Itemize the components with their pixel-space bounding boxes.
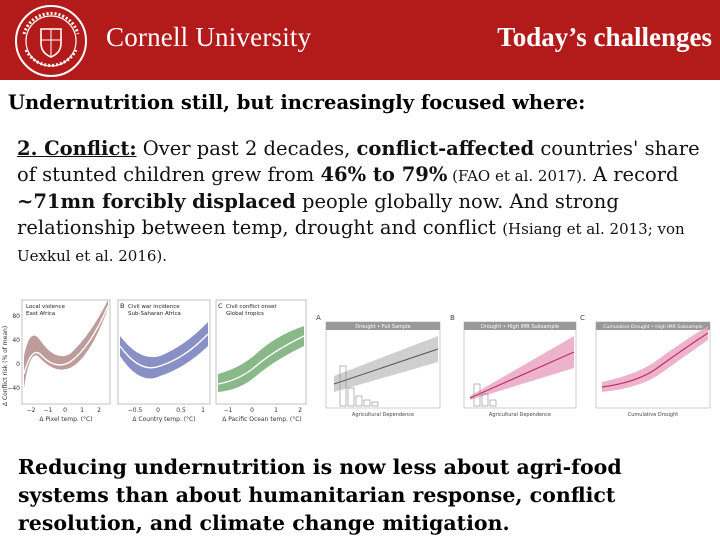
- panel-title: Drought • High IMR Subsample: [481, 324, 559, 330]
- figures-strip: Δ Conflict risk (% of mean) 80 40 0 −40 …: [2, 299, 711, 423]
- conclusion-text: Reducing undernutrition is now less abou…: [18, 455, 622, 535]
- x-axis-label: Δ Pacific Ocean temp. (°C): [222, 416, 301, 423]
- citation-fao: (FAO et al. 2017).: [447, 167, 587, 185]
- panel-letter: B: [120, 302, 124, 310]
- para-text-2: countries' share of stunted children gre…: [17, 137, 700, 186]
- panel-subtitle: East Africa: [26, 311, 55, 317]
- header-bar: Cornell University Today’s challenges: [0, 0, 720, 80]
- panel-letter: C: [580, 314, 585, 322]
- para-bold-3: ~71mn forcibly displaced: [17, 190, 296, 213]
- item-label: Conflict:: [44, 137, 137, 160]
- panel-title: Cumulative Drought • High IMR Subsample: [603, 324, 703, 330]
- panel-civil-war-incidence: B Civil war incidence Sub-Saharan Africa…: [117, 299, 211, 423]
- cornell-seal-logo: [15, 5, 87, 77]
- citation-hsiang: (Hsiang et al. 2013; von Uexkul et al. 2…: [17, 220, 685, 265]
- slide-subtitle: Undernutrition still, but increasingly f…: [8, 91, 586, 114]
- x-axis-label: Agricultural Dependence: [352, 412, 414, 418]
- x-tick-label: 1: [80, 407, 84, 414]
- x-tick-label: −2: [27, 407, 36, 414]
- x-tick-label: 2: [298, 407, 302, 414]
- panel-title: Civil conflict onset: [226, 304, 277, 310]
- x-axis-label: Cumulative Drought: [628, 412, 678, 418]
- x-tick-label: 0: [63, 407, 67, 414]
- panel-drought-high-imr: B Drought • High IMR Subsample Agricultu…: [450, 314, 577, 418]
- panel-subtitle: Sub-Saharan Africa: [128, 311, 181, 317]
- item-number: 2.: [17, 137, 38, 160]
- conflict-risk-figure: Δ Conflict risk (% of mean) 80 40 0 −40 …: [2, 299, 307, 423]
- slide-title: Today’s challenges: [497, 22, 712, 52]
- para-text-3: A record: [586, 163, 679, 186]
- panel-local-violence: Local violence East Africa −2 −1 0 1 2 Δ…: [21, 299, 111, 423]
- panel-letter: A: [316, 314, 321, 322]
- conflict-paragraph: 2. Conflict: Over past 2 decades, confli…: [17, 136, 707, 269]
- x-tick-label: 1: [274, 407, 278, 414]
- x-tick-label: −1: [44, 407, 53, 414]
- para-bold-2: 46% to 79%: [320, 163, 448, 186]
- para-text-4: people globally now. And strong relation…: [17, 190, 619, 239]
- panel-title: Civil war incidence: [128, 304, 180, 310]
- para-text-1: Over past 2 decades,: [136, 137, 357, 160]
- panel-cumulative-drought: C Cumulative Drought • High IMR Subsampl…: [580, 314, 711, 418]
- y-axis-label: Δ Conflict risk (% of mean): [2, 326, 9, 406]
- x-axis-label: Δ Country temp. (°C): [132, 416, 195, 423]
- x-tick-label: 1: [201, 407, 205, 414]
- panel-title: Local violence: [26, 304, 66, 310]
- panel-subtitle: Global tropics: [226, 311, 264, 317]
- panel-letter: B: [450, 314, 455, 322]
- panel-civil-conflict-onset: C Civil conflict onset Global tropics −1…: [215, 299, 307, 423]
- y-tick-label: 80: [12, 313, 20, 320]
- para-bold-1: conflict-affected: [356, 137, 535, 160]
- y-tick-label: 0: [16, 361, 20, 368]
- panel-drought-full-sample: A Drought • Full Sample Agricultural Dep…: [316, 314, 441, 418]
- x-tick-label: 0.5: [176, 407, 186, 414]
- x-axis-label: Δ Pixel temp. (°C): [39, 416, 92, 423]
- y-tick-label: 40: [12, 337, 20, 344]
- panel-letter: C: [218, 302, 223, 310]
- x-axis-label: Agricultural Dependence: [489, 412, 551, 418]
- panel-title: Drought • Full Sample: [355, 324, 410, 330]
- x-tick-label: 2: [97, 407, 101, 414]
- drought-conflict-figure: A Drought • Full Sample Agricultural Dep…: [316, 314, 711, 418]
- brand-name: Cornell University: [106, 22, 312, 52]
- y-tick-label: −40: [7, 385, 20, 392]
- x-tick-label: 0: [250, 407, 254, 414]
- x-tick-label: 0: [156, 407, 160, 414]
- x-tick-label: −1: [224, 407, 233, 414]
- x-tick-label: −0.5: [128, 407, 143, 414]
